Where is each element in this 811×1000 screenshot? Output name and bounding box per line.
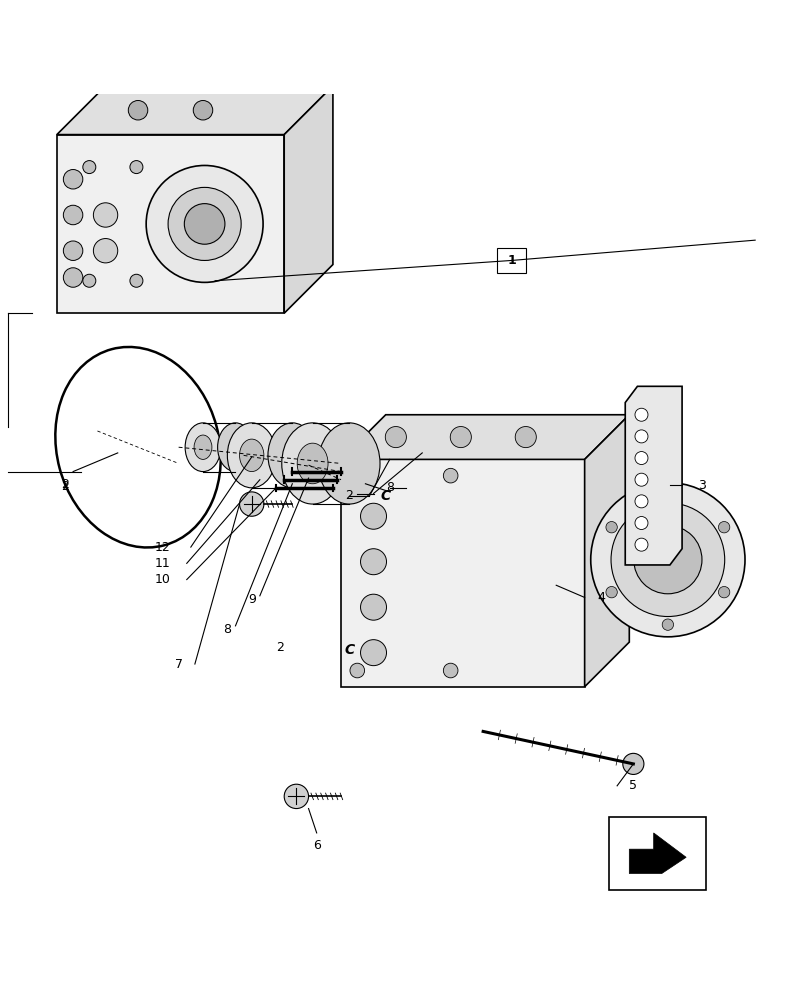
Circle shape <box>128 100 148 120</box>
Circle shape <box>718 586 729 598</box>
Circle shape <box>514 427 536 448</box>
Text: 2: 2 <box>61 478 69 491</box>
Circle shape <box>130 274 143 287</box>
Polygon shape <box>284 86 333 313</box>
Polygon shape <box>57 135 284 313</box>
Circle shape <box>93 239 118 263</box>
Text: C: C <box>380 489 390 503</box>
Circle shape <box>93 203 118 227</box>
Circle shape <box>130 161 143 174</box>
Text: 7: 7 <box>174 658 182 671</box>
Text: C: C <box>344 643 354 657</box>
Text: 5: 5 <box>629 779 637 792</box>
Ellipse shape <box>227 423 276 488</box>
Ellipse shape <box>194 435 212 459</box>
Circle shape <box>605 522 616 533</box>
Circle shape <box>350 468 364 483</box>
Ellipse shape <box>217 423 253 472</box>
Circle shape <box>384 427 406 448</box>
Circle shape <box>184 204 225 244</box>
Text: 9: 9 <box>247 593 255 606</box>
Text: 3: 3 <box>697 479 706 492</box>
Circle shape <box>284 784 308 809</box>
Circle shape <box>360 640 386 666</box>
Circle shape <box>443 468 457 483</box>
Text: 8: 8 <box>223 623 231 636</box>
Ellipse shape <box>185 423 221 472</box>
Ellipse shape <box>297 443 328 484</box>
Circle shape <box>634 495 647 508</box>
Circle shape <box>360 503 386 529</box>
Ellipse shape <box>318 423 380 504</box>
Bar <box>496 248 526 273</box>
Circle shape <box>590 483 744 637</box>
Text: 10: 10 <box>154 573 170 586</box>
Text: 1: 1 <box>507 254 515 267</box>
Polygon shape <box>584 415 629 687</box>
Circle shape <box>360 549 386 575</box>
Text: 8: 8 <box>385 481 393 494</box>
Circle shape <box>634 473 647 486</box>
Circle shape <box>634 538 647 551</box>
Bar <box>608 817 706 890</box>
Circle shape <box>83 161 96 174</box>
Circle shape <box>634 452 647 465</box>
Ellipse shape <box>281 423 343 504</box>
Text: 4: 4 <box>596 591 604 604</box>
Circle shape <box>350 663 364 678</box>
Text: 11: 11 <box>154 557 170 570</box>
Circle shape <box>634 408 647 421</box>
Circle shape <box>63 205 83 225</box>
Circle shape <box>443 663 457 678</box>
Circle shape <box>718 522 729 533</box>
Polygon shape <box>629 833 685 874</box>
Circle shape <box>146 165 263 282</box>
Circle shape <box>661 619 672 630</box>
Polygon shape <box>57 86 333 135</box>
Text: 2: 2 <box>345 489 353 502</box>
Circle shape <box>83 274 96 287</box>
Polygon shape <box>341 415 629 459</box>
Circle shape <box>605 586 616 598</box>
Circle shape <box>239 492 264 516</box>
Circle shape <box>168 187 241 260</box>
Text: 6: 6 <box>312 839 320 852</box>
Circle shape <box>63 170 83 189</box>
Ellipse shape <box>239 439 264 472</box>
Circle shape <box>634 517 647 530</box>
Circle shape <box>360 594 386 620</box>
Circle shape <box>449 427 470 448</box>
Polygon shape <box>624 386 681 565</box>
Ellipse shape <box>268 423 316 488</box>
Circle shape <box>63 268 83 287</box>
Text: 2: 2 <box>276 641 284 654</box>
Circle shape <box>193 100 212 120</box>
Text: 12: 12 <box>154 541 170 554</box>
Circle shape <box>622 753 643 774</box>
Polygon shape <box>341 459 584 687</box>
Circle shape <box>634 430 647 443</box>
Text: 2: 2 <box>61 480 69 493</box>
Circle shape <box>63 241 83 260</box>
Circle shape <box>610 503 723 617</box>
Circle shape <box>661 489 672 500</box>
Circle shape <box>633 526 701 594</box>
